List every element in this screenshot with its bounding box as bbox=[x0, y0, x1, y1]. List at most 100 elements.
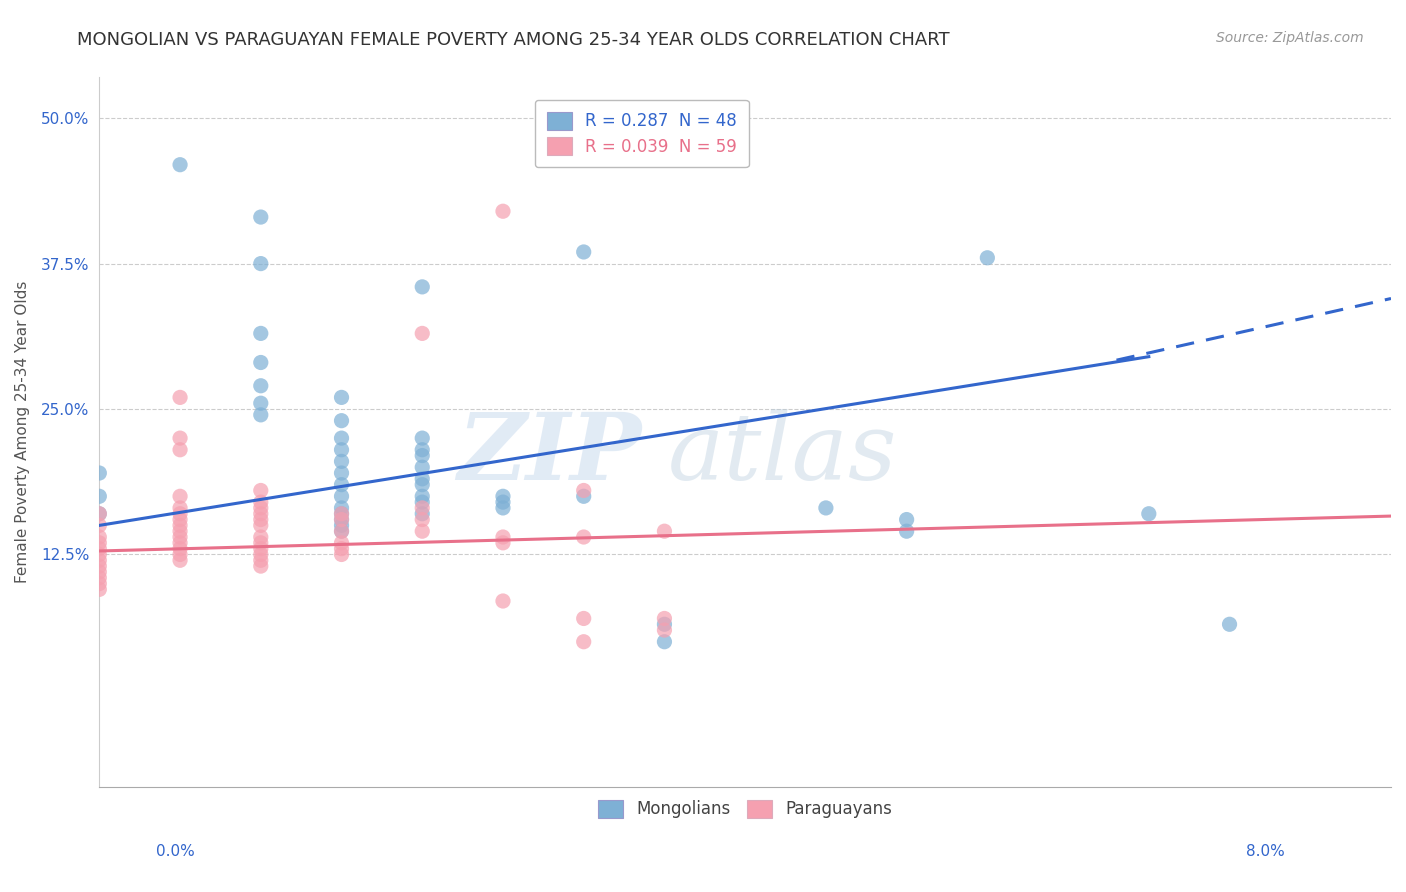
Point bbox=[330, 431, 353, 445]
Point bbox=[654, 617, 676, 632]
Point bbox=[249, 408, 271, 422]
Point bbox=[492, 495, 515, 509]
Point bbox=[654, 111, 676, 125]
Point bbox=[411, 489, 433, 503]
Text: atlas: atlas bbox=[668, 409, 897, 499]
Point bbox=[249, 518, 271, 533]
Point bbox=[249, 355, 271, 369]
Point bbox=[411, 449, 433, 463]
Point bbox=[249, 500, 271, 515]
Point bbox=[330, 466, 353, 480]
Point bbox=[89, 553, 111, 567]
Point bbox=[249, 507, 271, 521]
Point bbox=[654, 524, 676, 539]
Point bbox=[89, 576, 111, 591]
Point bbox=[896, 512, 918, 526]
Point bbox=[249, 378, 271, 392]
Point bbox=[492, 594, 515, 608]
Point bbox=[330, 541, 353, 556]
Point bbox=[411, 460, 433, 475]
Point bbox=[249, 548, 271, 562]
Point bbox=[411, 431, 433, 445]
Point bbox=[169, 500, 191, 515]
Legend: Mongolians, Paraguayans: Mongolians, Paraguayans bbox=[592, 793, 898, 825]
Point bbox=[654, 634, 676, 648]
Point bbox=[330, 391, 353, 405]
Point bbox=[330, 414, 353, 428]
Point bbox=[169, 524, 191, 539]
Point bbox=[249, 483, 271, 498]
Point bbox=[1218, 617, 1240, 632]
Point bbox=[169, 536, 191, 550]
Point bbox=[89, 565, 111, 579]
Point bbox=[169, 541, 191, 556]
Point bbox=[411, 477, 433, 491]
Point bbox=[411, 507, 433, 521]
Point bbox=[896, 524, 918, 539]
Point bbox=[89, 559, 111, 574]
Point bbox=[169, 512, 191, 526]
Point bbox=[249, 559, 271, 574]
Text: 0.0%: 0.0% bbox=[156, 845, 195, 859]
Point bbox=[169, 489, 191, 503]
Text: 8.0%: 8.0% bbox=[1246, 845, 1285, 859]
Point bbox=[572, 530, 595, 544]
Point bbox=[492, 489, 515, 503]
Point bbox=[492, 500, 515, 515]
Point bbox=[572, 489, 595, 503]
Point bbox=[330, 507, 353, 521]
Point bbox=[89, 571, 111, 585]
Point bbox=[330, 536, 353, 550]
Point bbox=[330, 548, 353, 562]
Point bbox=[249, 495, 271, 509]
Point bbox=[330, 524, 353, 539]
Point bbox=[330, 512, 353, 526]
Point bbox=[814, 500, 837, 515]
Point bbox=[169, 158, 191, 172]
Point bbox=[330, 500, 353, 515]
Point bbox=[89, 489, 111, 503]
Point bbox=[572, 634, 595, 648]
Point bbox=[572, 483, 595, 498]
Point bbox=[89, 518, 111, 533]
Point bbox=[330, 518, 353, 533]
Point bbox=[89, 536, 111, 550]
Point bbox=[330, 507, 353, 521]
Point bbox=[411, 512, 433, 526]
Point bbox=[249, 530, 271, 544]
Point bbox=[411, 442, 433, 457]
Point bbox=[249, 257, 271, 271]
Point bbox=[330, 442, 353, 457]
Point bbox=[89, 548, 111, 562]
Point bbox=[411, 524, 433, 539]
Point bbox=[169, 431, 191, 445]
Y-axis label: Female Poverty Among 25-34 Year Olds: Female Poverty Among 25-34 Year Olds bbox=[15, 281, 30, 583]
Point bbox=[411, 495, 433, 509]
Point bbox=[330, 489, 353, 503]
Point bbox=[411, 280, 433, 294]
Point bbox=[169, 442, 191, 457]
Point bbox=[654, 623, 676, 637]
Point bbox=[492, 536, 515, 550]
Point bbox=[330, 524, 353, 539]
Point bbox=[89, 582, 111, 597]
Point bbox=[654, 611, 676, 625]
Point bbox=[249, 396, 271, 410]
Point bbox=[89, 466, 111, 480]
Point bbox=[169, 553, 191, 567]
Point bbox=[411, 326, 433, 341]
Point bbox=[330, 477, 353, 491]
Point bbox=[249, 210, 271, 224]
Point bbox=[169, 518, 191, 533]
Point bbox=[249, 326, 271, 341]
Text: Source: ZipAtlas.com: Source: ZipAtlas.com bbox=[1216, 31, 1364, 45]
Point bbox=[330, 454, 353, 468]
Point bbox=[572, 244, 595, 259]
Point bbox=[89, 530, 111, 544]
Point bbox=[169, 507, 191, 521]
Point bbox=[169, 391, 191, 405]
Point bbox=[492, 530, 515, 544]
Point bbox=[411, 472, 433, 486]
Point bbox=[249, 541, 271, 556]
Point bbox=[976, 251, 998, 265]
